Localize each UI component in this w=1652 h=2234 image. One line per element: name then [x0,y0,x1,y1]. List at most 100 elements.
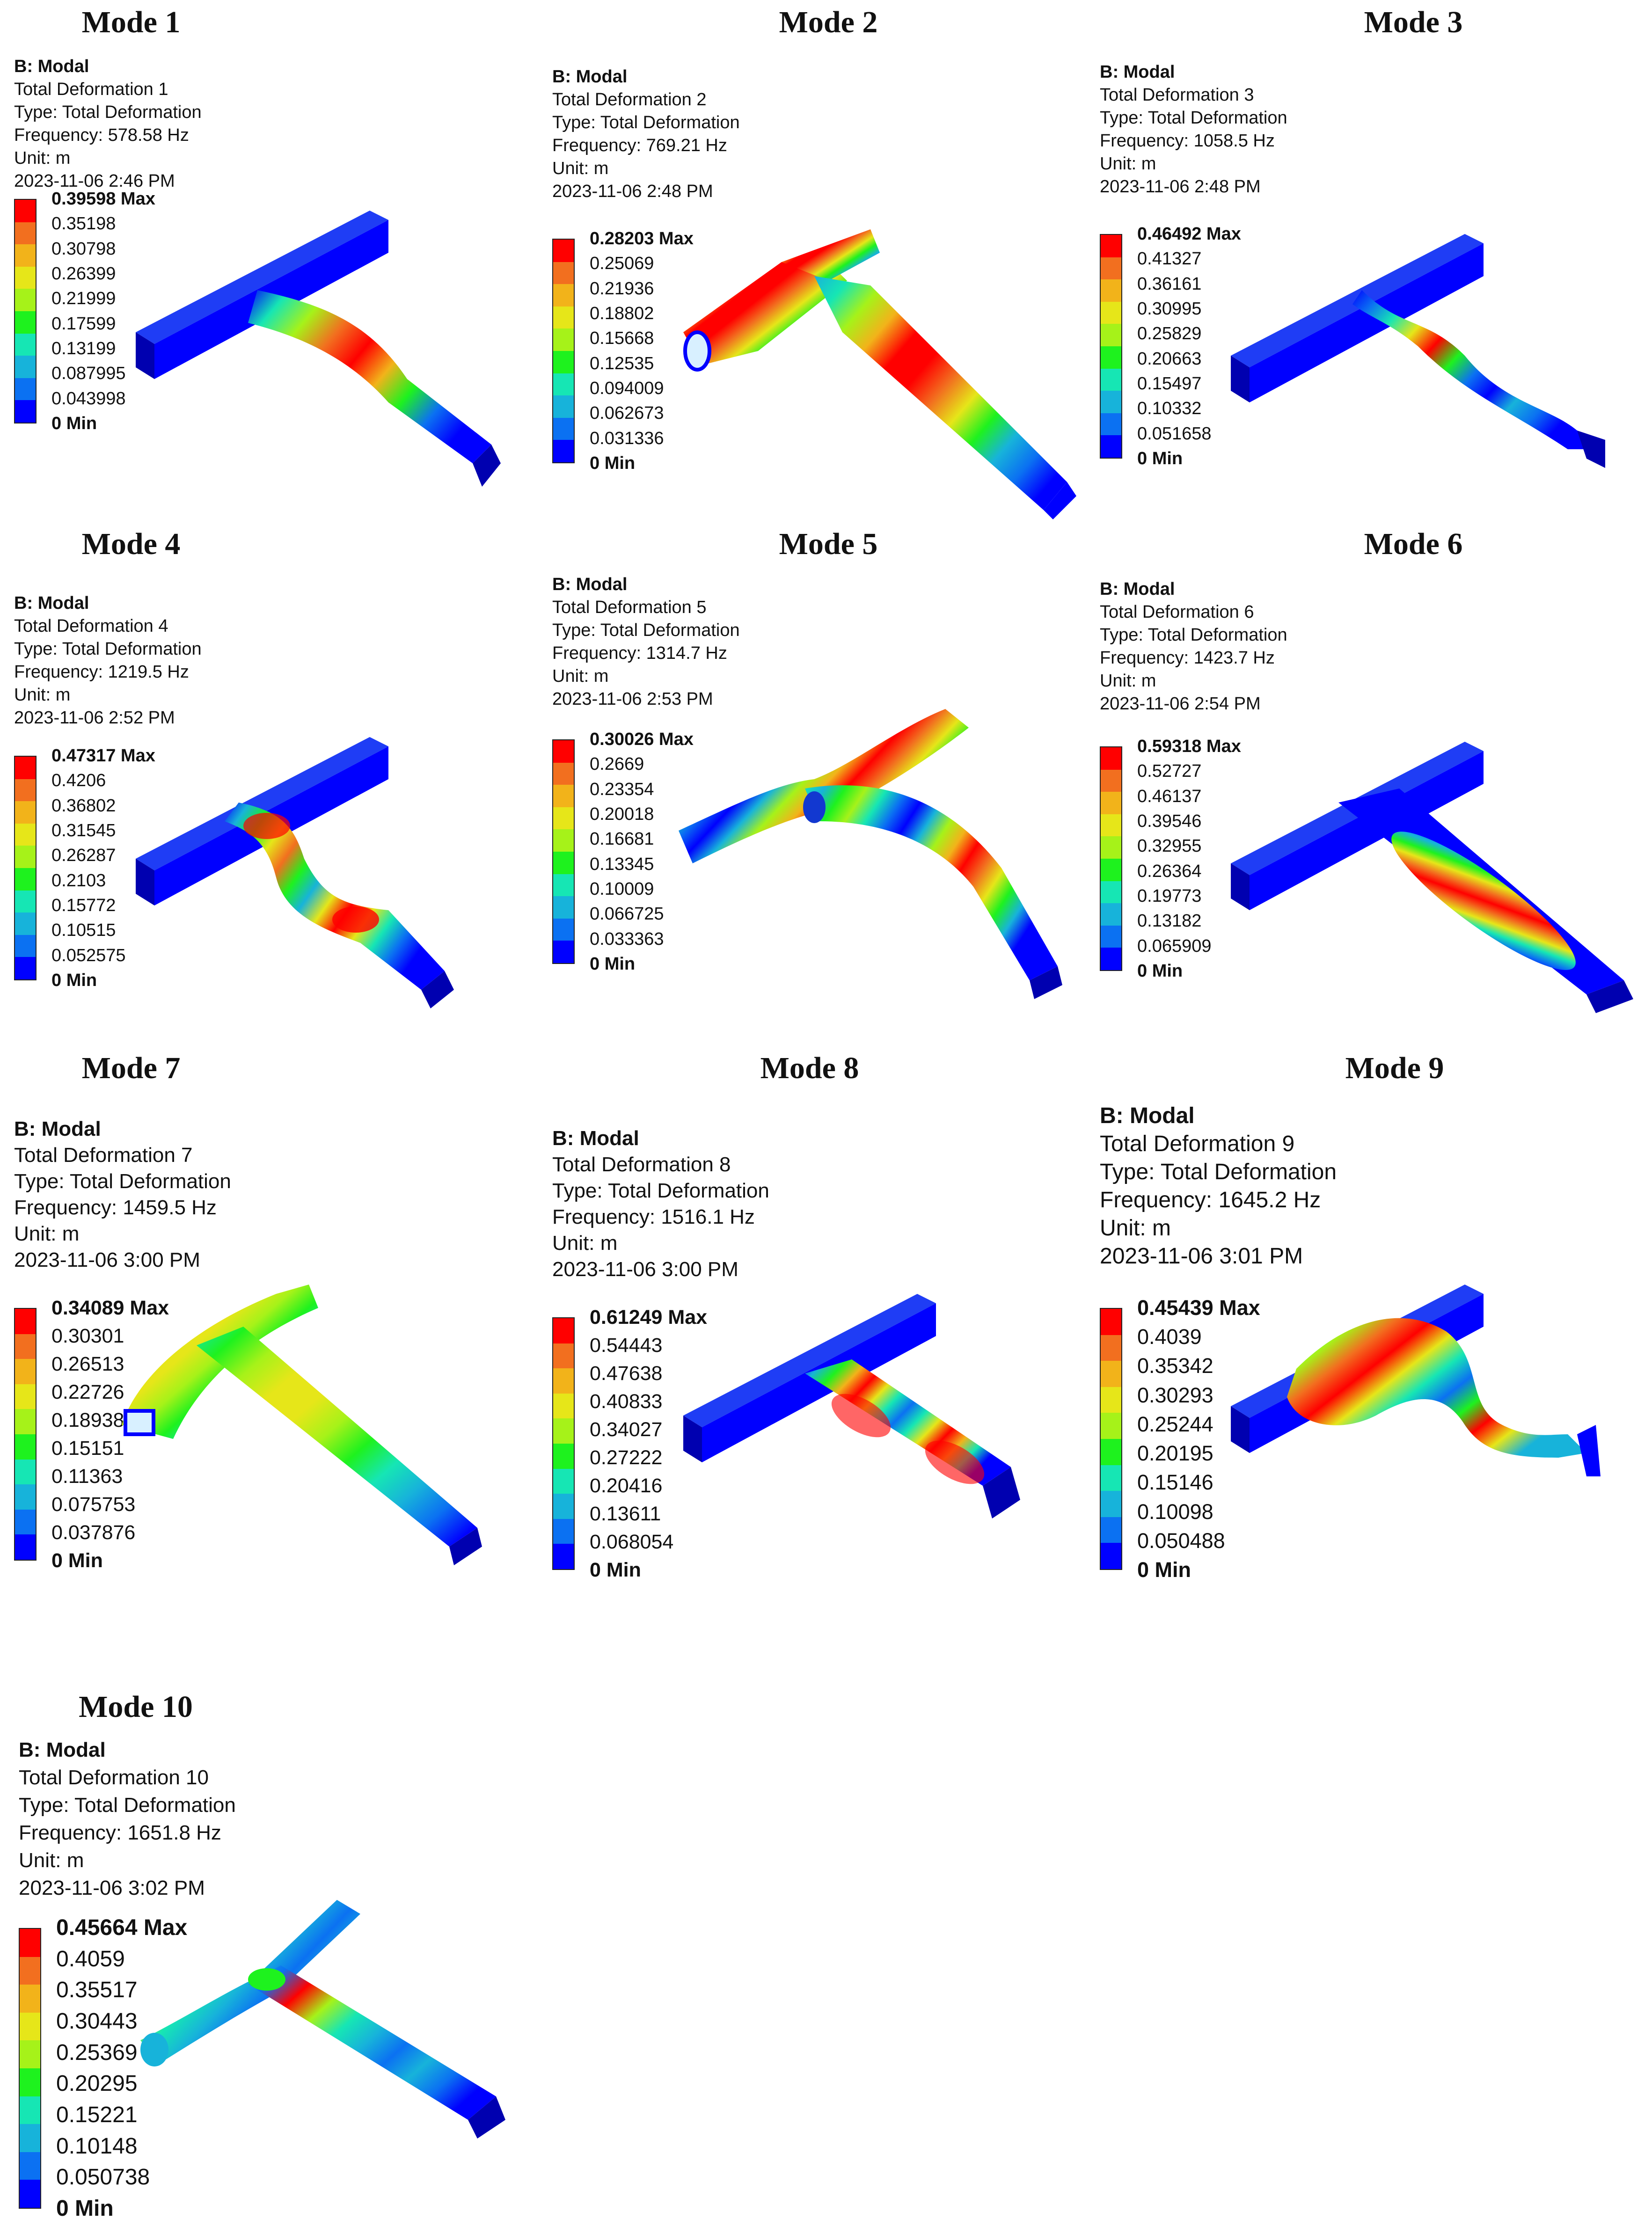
legend-value-label: 0.17599 [51,314,116,334]
legend-value-label: 0.30443 [56,2009,138,2034]
legend-value-label: 0.46137 [1137,786,1202,806]
legend-color-band [15,779,36,802]
color-legend: 0.46492 Max 0.41327 0.36161 0.30995 0.25829 0… [1100,225,1296,468]
legend-color-bar [14,1308,37,1561]
legend-value-label: 0.10515 [51,920,116,941]
mode-panel-2: Mode 2 B: Modal Total Deformation 2 Type… [552,5,1095,519]
legend-color-bar [1100,1308,1122,1570]
legend-color-band [1101,279,1121,302]
arm-end [1577,1425,1601,1476]
legend-min-label: 0 Min [1137,449,1183,468]
analysis-label: B: Modal [552,67,628,87]
cross-beam-end [1231,1406,1250,1453]
legend-value-label: 0.10148 [56,2133,138,2159]
legend-value-label: 0.051658 [1137,423,1212,444]
legend-value-label: 0.27222 [590,1446,663,1469]
timestamp: 2023-11-06 3:02 PM [19,1876,205,1899]
arm-end [449,1528,482,1565]
mode-panel-10: Mode 10 B: Modal Total Deformation 10 Ty… [19,1689,562,2220]
mode-panel-4: Mode 4 B: Modal Total Deformation 4 Type… [14,526,557,1041]
legend-value-label: 0.35342 [1137,1354,1213,1378]
legend-color-band [553,1368,574,1394]
legend-color-band [553,1519,574,1544]
legend-min-label: 0 Min [51,414,97,433]
legend-color-band [1101,1438,1121,1465]
arm-end [1030,966,1062,999]
legend-value-label: 0.21999 [51,289,116,309]
legend-color-bar [552,739,575,964]
legend-color-bar [19,1928,41,2209]
result-name: Total Deformation 2 [552,90,707,110]
legend-value-label: 0.26513 [51,1353,124,1375]
color-legend: 0.28203 Max 0.25069 0.21936 0.18802 0.15668 0… [552,229,749,473]
legend-value-label: 0.20663 [1137,349,1202,369]
arm-beam [805,785,1058,980]
legend-color-band [15,801,36,824]
legend-color-band [20,2068,40,2096]
legend-color-band [15,823,36,846]
analysis-label: B: Modal [1100,62,1175,82]
legend-color-band [553,941,574,963]
mode-title: Mode 5 [779,527,878,561]
antinode-2 [332,906,379,933]
legend-max-label: 0.61249 Max [590,1306,708,1329]
result-info: B: Modal Total Deformation 2 Type: Total… [552,66,740,203]
arm-end [1586,980,1633,1013]
arm-beam [248,290,491,463]
legend-color-band [15,1534,36,1560]
deformed-model [683,229,1076,519]
legend-value-label: 0.36802 [51,796,116,816]
legend-value-label: 0.4059 [56,1946,125,1971]
result-type: Type: Total Deformation [552,1179,769,1202]
color-legend: 0.39598 Max 0.35198 0.30798 0.26399 0.21999 0… [14,190,211,433]
legend-color-band [15,266,36,289]
legend-color-band [15,846,36,868]
mode-title: Mode 9 [1345,1051,1444,1085]
color-legend: 0.30026 Max 0.2669 0.23354 0.20018 0.16681 0.… [552,730,749,973]
legend-color-band [15,378,36,401]
legend-color-band [553,874,574,897]
frequency: Frequency: 578.58 Hz [14,125,189,145]
cross-beam-end [136,859,154,905]
legend-color-band [1101,1491,1121,1517]
legend-color-band [553,373,574,396]
legend-color-band [1101,346,1121,369]
twisted-arm [1352,290,1596,449]
deformed-model [140,1900,505,2139]
legend-color-band [553,284,574,307]
legend-value-label: 0.10009 [590,879,654,899]
result-info: B: Modal Total Deformation 5 Type: Total… [552,573,740,711]
mode-panel-6: Mode 6 B: Modal Total Deformation 6 Type… [1100,526,1643,1041]
legend-color-band [20,2152,40,2180]
mode-panel-3: Mode 3 B: Modal Total Deformation 3 Type… [1100,5,1643,519]
analysis-label: B: Modal [14,593,89,613]
legend-color-band [553,1393,574,1419]
result-type: Type: Total Deformation [552,621,740,640]
legend-color-band [1101,836,1121,859]
frequency: Frequency: 1651.8 Hz [19,1821,221,1844]
timestamp: 2023-11-06 2:52 PM [14,708,175,728]
analysis-label: B: Modal [14,57,89,76]
unit: Unit: m [14,685,71,705]
legend-value-label: 0.30798 [51,239,116,259]
legend-value-label: 0.4039 [1137,1325,1202,1349]
legend-value-label: 0.30293 [1137,1383,1213,1407]
legend-min-label: 0 Min [590,1559,641,1581]
legend-color-band [1101,1387,1121,1413]
legend-color-bar [1100,746,1122,971]
legend-color-band [1101,324,1121,346]
legend-value-label: 0.15221 [56,2103,138,2127]
legend-color-band [1101,301,1121,324]
result-info: B: Modal Total Deformation 8 Type: Total… [552,1125,769,1283]
legend-value-label: 0.075753 [51,1493,136,1516]
legend-value-label: 0.54443 [590,1334,663,1357]
legend-color-band [1101,1309,1121,1335]
legend-color-band [1101,769,1121,792]
legend-min-label: 0 Min [56,2196,114,2221]
result-name: Total Deformation 3 [1100,85,1254,105]
legend-value-label: 0.20416 [590,1475,663,1497]
legend-color-band [15,1334,36,1359]
arm-end [1577,431,1605,468]
timestamp: 2023-11-06 2:48 PM [1100,177,1261,197]
color-legend: 0.47317 Max 0.4206 0.36802 0.31545 0.26287 0.… [14,746,211,990]
